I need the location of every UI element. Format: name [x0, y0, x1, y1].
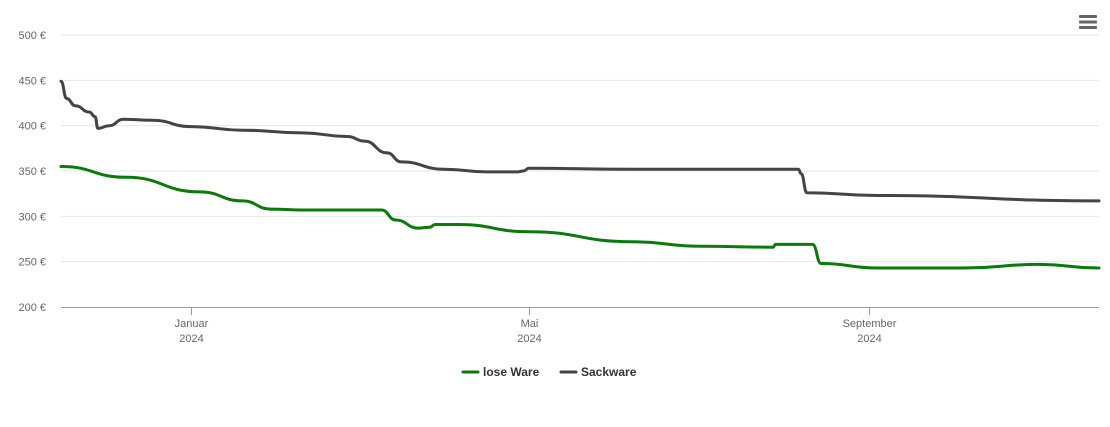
series-lines	[59, 79, 1101, 270]
y-tick-label: 500 €	[18, 30, 46, 42]
x-tick-year-label: 2024	[517, 333, 541, 345]
y-axis-ticks: 200 € 250 € 300 € 350 € 400 € 450 € 500 €	[18, 30, 46, 314]
y-tick-label: 250 €	[18, 257, 46, 269]
x-tick-month-label: September	[843, 318, 897, 330]
x-tick-year-label: 2024	[179, 333, 203, 345]
y-tick-label: 300 €	[18, 211, 46, 223]
grid-lines	[61, 34, 1099, 263]
x-tick-month-label: Mai	[521, 318, 539, 330]
x-tick-year-label: 2024	[857, 333, 881, 345]
hamburger-menu-icon	[1079, 15, 1097, 29]
legend-item-sackware[interactable]: Sackware	[559, 365, 637, 379]
y-tick-label: 200 €	[18, 302, 46, 314]
legend-label: lose Ware	[483, 365, 540, 379]
x-tick-month-label: Januar	[175, 318, 209, 330]
y-tick-label: 400 €	[18, 121, 46, 133]
series-line-lose-ware[interactable]	[59, 165, 1101, 270]
y-tick-label: 350 €	[18, 166, 46, 178]
y-tick-label: 450 €	[18, 75, 46, 87]
x-axis: Januar 2024 Mai 2024 September 2024	[61, 307, 1099, 345]
legend: lose Ware Sackware	[461, 365, 637, 379]
legend-label: Sackware	[581, 365, 637, 379]
legend-item-lose-ware[interactable]: lose Ware	[461, 365, 540, 379]
chart-menu-button[interactable]	[1077, 11, 1099, 33]
series-line-sackware[interactable]	[59, 79, 1101, 203]
